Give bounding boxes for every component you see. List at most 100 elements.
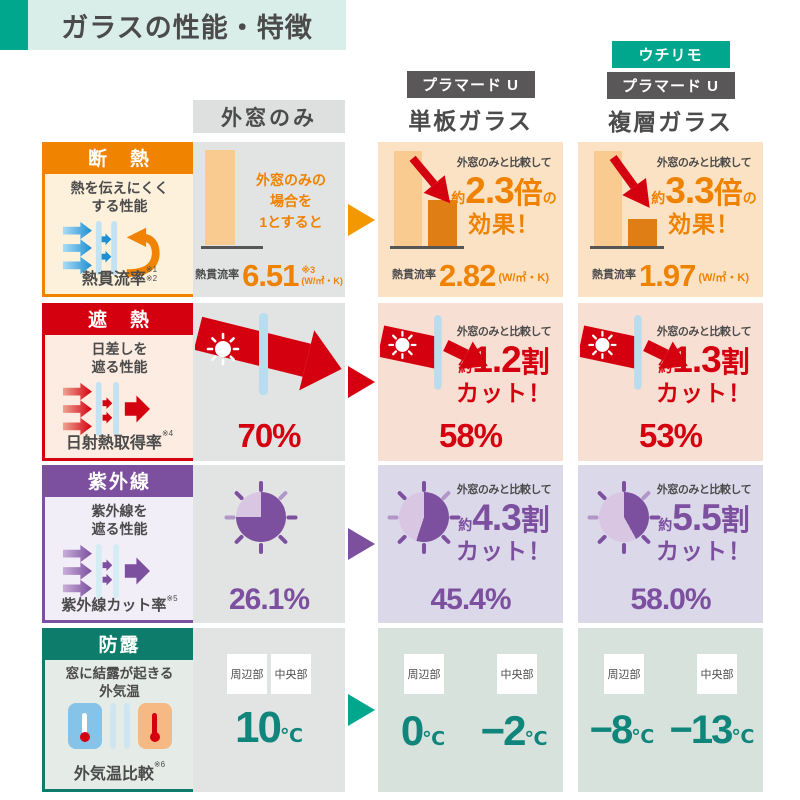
- u-value-line: 熱貫流率 2.82 (W/㎡・K): [391, 257, 550, 293]
- sun-pie-icon: [223, 479, 299, 555]
- cold-thermometer-icon: [67, 703, 102, 750]
- metric-label: 日射熱取得率 ※4: [65, 429, 174, 452]
- axis-line: [590, 246, 664, 249]
- baseline-bar: [205, 150, 235, 245]
- column-header-baseline: 外窓のみ: [193, 100, 345, 133]
- factor-value: 約4.3割: [458, 496, 550, 538]
- row-condensation: 防露 窓に結露が起きる 外気温 外気温比較 ※6 周辺部 中央部 10℃: [0, 628, 800, 792]
- heat-shield-icon: [62, 382, 150, 437]
- condensation-double-cell: 周辺部 中央部 −8℃ −13℃: [578, 628, 763, 792]
- column-header-single: プラマード U 単板ガラス: [378, 71, 563, 136]
- condensation-label-box: 防露 窓に結露が起きる 外気温 外気温比較 ※6: [42, 628, 197, 792]
- brand-badge: プラマード U: [606, 72, 735, 99]
- shgc-value: 58%: [438, 417, 503, 454]
- sun-pie-icon: [586, 479, 662, 555]
- shading-single-cell: 外窓のみと比較して 約1.2割 カット！ 58%: [378, 303, 563, 461]
- center-label: 中央部: [697, 654, 737, 694]
- factor-value: 約1.2割: [458, 338, 550, 380]
- center-label: 中央部: [271, 654, 311, 694]
- flow-arrow-icon: [348, 694, 375, 726]
- page-title: ガラスの性能・特徴: [28, 0, 346, 50]
- comparison-block: 外窓のみと比較して 約3.3倍の 効果！: [647, 157, 761, 236]
- brand-badge: プラマード U: [406, 71, 535, 98]
- uv-label-box: 紫外線 紫外線を 遮る性能 紫外: [42, 465, 197, 623]
- u-value-line: 熱貫流率 6.51 ※3 (W/㎡・K): [195, 257, 343, 293]
- uv-cut-value: 58.0%: [630, 583, 711, 616]
- shading-double-cell: 外窓のみと比較して 約1.3割 カット！ 53%: [578, 303, 763, 461]
- row-uv: 紫外線 紫外線を 遮る性能 紫外: [0, 465, 800, 623]
- u-value-line: 熱貫流率 1.97 (W/㎡・K): [591, 257, 750, 293]
- glass-type-label: 単板ガラス: [408, 108, 533, 134]
- result-bar: [628, 219, 657, 246]
- insulation-icon: [62, 221, 160, 278]
- glass-pane: [109, 703, 116, 750]
- insulation-label-box: 断 熱 熱を伝えにくく する性能: [42, 142, 197, 297]
- row-insulation: 断 熱 熱を伝えにくく する性能: [0, 142, 800, 297]
- temp-value: 0℃: [400, 707, 446, 754]
- factor-value: 約2.3倍の: [451, 169, 557, 211]
- glass-type-label: 複層ガラス: [608, 109, 733, 135]
- edge-label: 周辺部: [604, 654, 644, 694]
- uv-baseline-cell: 26.1%: [193, 465, 345, 623]
- factor-value: 約1.3割: [658, 338, 750, 380]
- sunlight-arrow-icon: [580, 315, 688, 390]
- row-description: 窓に結露が起きる 外気温: [65, 666, 174, 699]
- result-bar: [428, 200, 457, 246]
- temp-value: −13℃: [669, 708, 755, 752]
- factor-value: 約5.5割: [658, 496, 750, 538]
- decrease-arrow-icon: [609, 155, 650, 208]
- metric-label: 熱貫流率 ※1 ※2: [81, 265, 158, 288]
- shading-label-box: 遮 熱 日差しを 遮る性能 日射: [42, 303, 197, 461]
- shading-baseline-cell: 70%: [193, 303, 345, 461]
- shgc-value: 53%: [638, 417, 703, 454]
- thermometer-icon: [45, 703, 194, 750]
- title-accent-block: [0, 0, 28, 50]
- edge-label: 周辺部: [404, 654, 444, 694]
- row-header: 紫外線: [45, 468, 194, 497]
- warm-thermometer-icon: [137, 703, 172, 750]
- condensation-single-cell: 周辺部 中央部 0℃ −2℃: [378, 628, 563, 792]
- row-description: 熱を伝えにくく する性能: [70, 180, 169, 215]
- axis-line: [390, 246, 464, 249]
- series-badge: ウチリモ: [611, 41, 730, 68]
- insulation-baseline-cell: 外窓のみの 場合を 1とすると 熱貫流率 6.51 ※3 (W/㎡・K): [193, 142, 345, 297]
- temp-value: −8℃: [589, 708, 655, 752]
- comparison-block: 外窓のみと比較して 約1.3割 カット！: [647, 326, 761, 405]
- uv-block-icon: [62, 544, 150, 599]
- axis-line: [201, 246, 263, 249]
- uv-cut-value: 45.4%: [430, 583, 511, 616]
- row-header: 遮 熱: [45, 306, 194, 335]
- factor-value: 約3.3倍の: [651, 169, 757, 211]
- decrease-arrow-icon: [409, 155, 451, 204]
- sunlight-arrow-icon: [380, 315, 488, 390]
- insulation-single-cell: 外窓のみと比較して 約2.3倍の 効果！ 熱貫流率 2.82 (W/㎡・K): [378, 142, 563, 297]
- flow-arrow-icon: [348, 528, 375, 560]
- shgc-value: 70%: [237, 417, 301, 454]
- uv-single-cell: 外窓のみと比較して 約4.3割 カット！ 45.4%: [378, 465, 563, 623]
- temp-value: −2℃: [480, 707, 548, 754]
- condensation-baseline-cell: 周辺部 中央部 10℃: [193, 628, 345, 792]
- comparison-block: 外窓のみと比較して 約5.5割 カット！: [647, 484, 761, 563]
- center-label: 中央部: [497, 654, 537, 694]
- baseline-note: 外窓のみの 場合を 1とすると: [256, 172, 326, 230]
- comparison-block: 外窓のみと比較して 約4.3割 カット！: [447, 484, 561, 563]
- sun-pie-icon: [386, 479, 462, 555]
- metric-label: 紫外線カット率 ※5: [61, 594, 178, 614]
- temp-value: 10℃: [235, 703, 303, 752]
- row-header: 防露: [45, 631, 194, 660]
- comparison-block: 外窓のみと比較して 約2.3倍の 効果！: [447, 157, 561, 236]
- row-shading: 遮 熱 日差しを 遮る性能 日射: [0, 303, 800, 461]
- insulation-double-cell: 外窓のみと比較して 約3.3倍の 効果！ 熱貫流率 1.97 (W/㎡・K): [578, 142, 763, 297]
- flow-arrow-icon: [348, 366, 375, 398]
- column-header-double: ウチリモ プラマード U 複層ガラス: [578, 41, 763, 137]
- glass-pane: [123, 703, 130, 750]
- sunlight-arrow-icon: [195, 313, 342, 395]
- flow-arrow-icon: [348, 203, 375, 236]
- uv-double-cell: 外窓のみと比較して 約5.5割 カット！ 58.0%: [578, 465, 763, 623]
- metric-label: 外気温比較 ※6: [73, 760, 166, 783]
- uv-cut-value: 26.1%: [228, 583, 310, 616]
- edge-label: 周辺部: [227, 654, 267, 694]
- row-description: 日差しを 遮る性能: [91, 341, 148, 376]
- row-description: 紫外線を 遮る性能: [91, 503, 148, 538]
